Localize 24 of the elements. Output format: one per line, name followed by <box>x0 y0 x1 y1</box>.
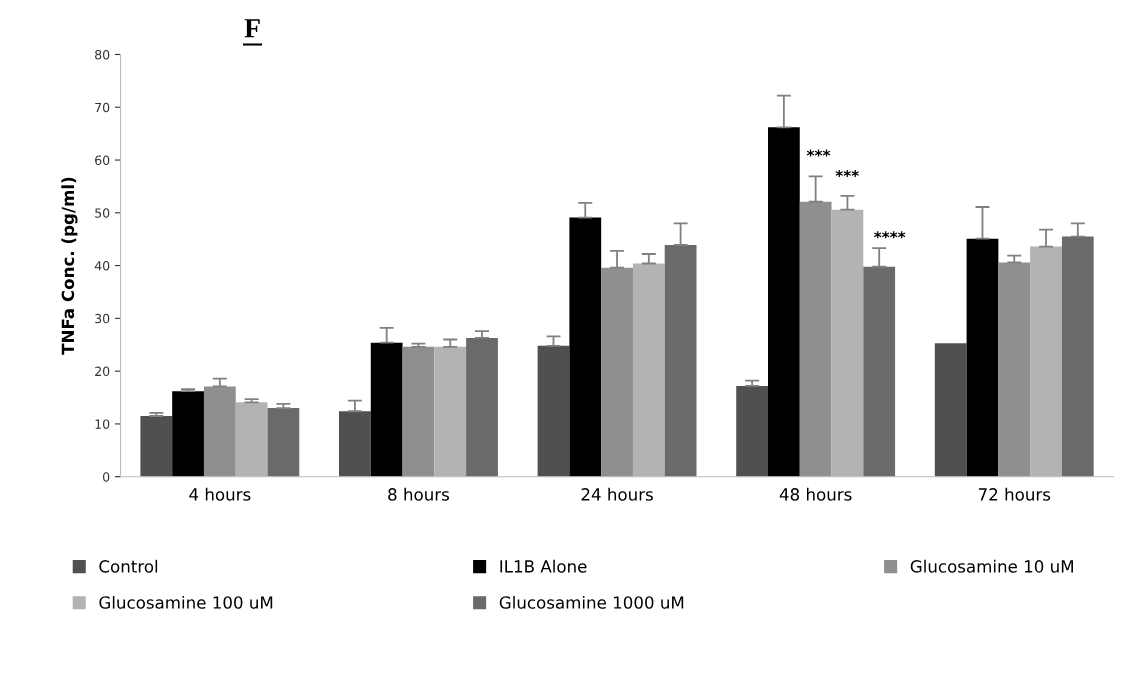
y-tick-label: 60 <box>95 155 110 165</box>
legend-label: Control <box>99 559 158 573</box>
annotation: **** <box>874 231 906 239</box>
legend-label: Glucosamine 100 uM <box>99 595 273 609</box>
y-tick-label: 80 <box>95 49 110 60</box>
x-tick-label: 8 hours <box>388 487 450 501</box>
y-tick-label: 50 <box>95 208 110 218</box>
y-tick-label: 10 <box>95 419 110 429</box>
x-tick-label: 24 hours <box>581 487 653 501</box>
annotation: *** <box>835 169 859 178</box>
annotation: *** <box>806 149 831 157</box>
y-tick-label: 20 <box>95 366 110 377</box>
y-axis-title: TNFa Conc. (pg/ml) <box>61 177 78 355</box>
x-tick-label: 4 hours <box>189 487 251 501</box>
x-tick-label: 48 hours <box>779 487 852 501</box>
y-tick-label: 70 <box>95 102 110 113</box>
x-tick-label: 72 hours <box>978 487 1051 501</box>
y-tick-label: 30 <box>95 313 110 324</box>
legend-label: Glucosamine 1000 uM <box>499 595 684 609</box>
legend-label: Glucosamine 10 uM <box>910 559 1073 573</box>
y-tick-label: 40 <box>94 261 110 271</box>
chart-title: F <box>244 19 260 38</box>
legend-label: IL1B Alone <box>500 559 587 573</box>
y-tick-label: 0 <box>102 472 110 482</box>
